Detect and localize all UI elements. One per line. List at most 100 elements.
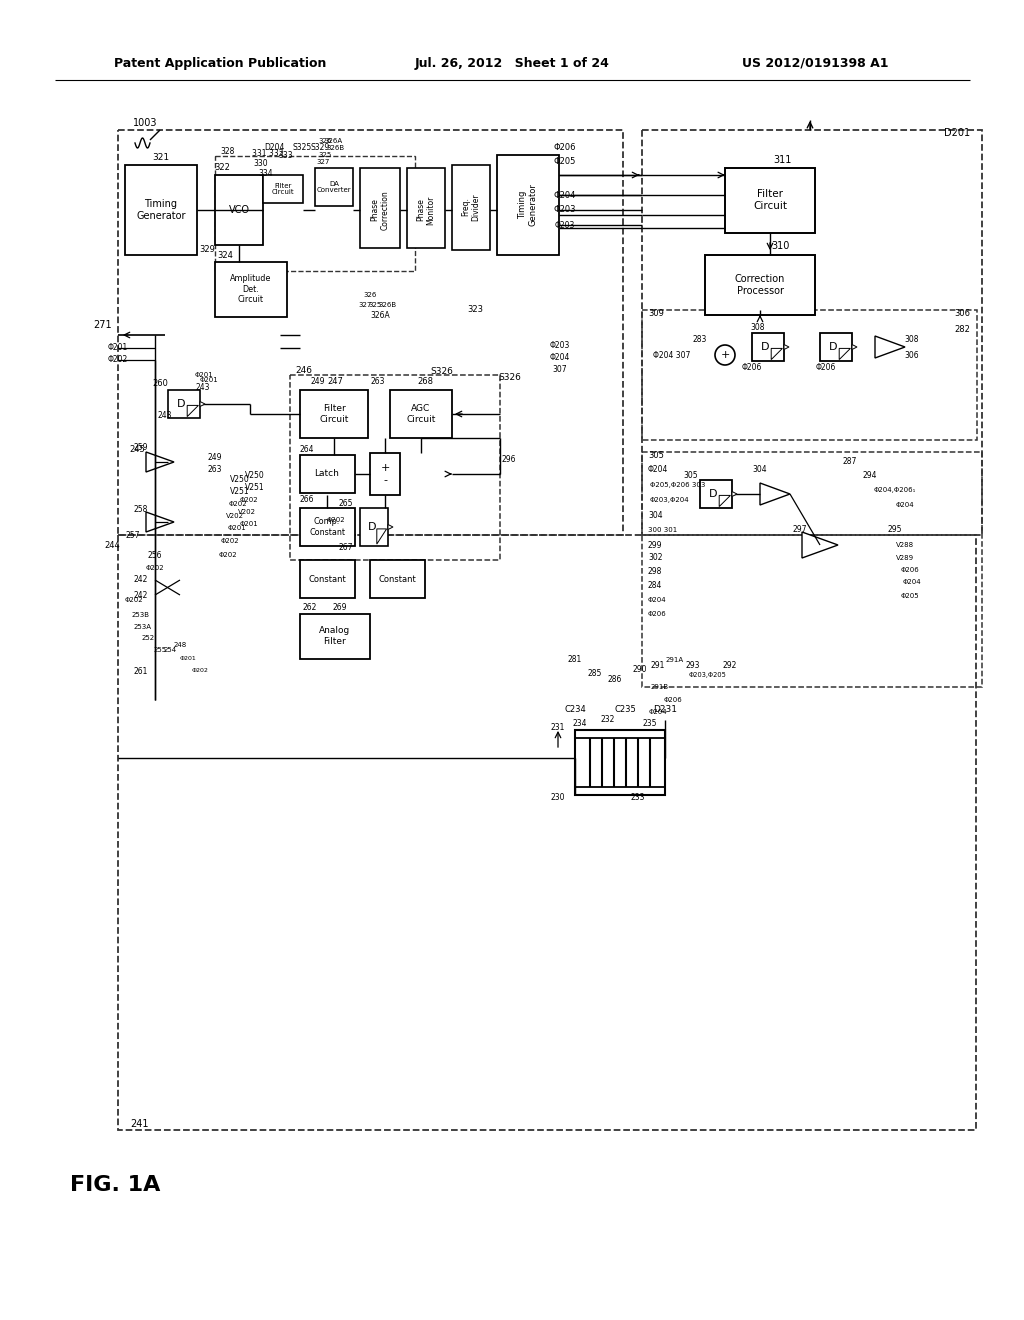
Text: D204: D204 — [264, 144, 285, 153]
Text: Φ204: Φ204 — [903, 579, 922, 585]
Bar — [752, 333, 784, 360]
Text: Correction
Processor: Correction Processor — [735, 275, 785, 296]
Text: VCO: VCO — [228, 205, 250, 215]
Bar — [300, 508, 355, 546]
Text: +
-: + - — [380, 463, 390, 484]
Text: Φ202: Φ202 — [240, 498, 259, 503]
Text: 308: 308 — [751, 323, 765, 333]
Text: V202: V202 — [238, 510, 256, 515]
Text: 265: 265 — [339, 499, 353, 507]
Text: Φ202: Φ202 — [124, 597, 143, 603]
Text: 323: 323 — [467, 305, 483, 314]
Text: 326B: 326B — [326, 145, 344, 150]
Bar — [118, 129, 623, 535]
Bar — [360, 508, 388, 546]
Text: Φ203,Φ204: Φ203,Φ204 — [650, 498, 689, 503]
Text: Φ201: Φ201 — [227, 525, 247, 531]
Text: 246: 246 — [295, 366, 312, 375]
Text: 327: 327 — [316, 158, 330, 165]
Text: Φ202: Φ202 — [145, 565, 164, 572]
Polygon shape — [874, 337, 905, 358]
Text: 291: 291 — [651, 661, 666, 671]
Text: DA
Converter: DA Converter — [316, 181, 351, 194]
Polygon shape — [146, 451, 174, 473]
Text: Φ202: Φ202 — [219, 552, 238, 558]
Text: 1003: 1003 — [133, 117, 158, 128]
Text: D: D — [177, 399, 185, 409]
Circle shape — [715, 345, 735, 366]
Text: 283: 283 — [693, 335, 708, 345]
Text: 244: 244 — [104, 540, 120, 549]
Text: 267: 267 — [339, 544, 353, 553]
Bar — [820, 333, 852, 360]
Bar — [263, 176, 303, 203]
Text: V289: V289 — [896, 554, 914, 561]
Text: Φ206: Φ206 — [554, 144, 577, 153]
Text: 329: 329 — [199, 246, 215, 255]
Text: 291A: 291A — [666, 657, 684, 663]
Text: 235: 235 — [643, 719, 657, 729]
Text: 284: 284 — [648, 582, 663, 590]
Bar — [705, 255, 815, 315]
Bar — [725, 168, 815, 234]
Text: 297: 297 — [793, 525, 807, 535]
Text: Comp.
Constant: Comp. Constant — [309, 517, 345, 537]
Text: Φ202: Φ202 — [191, 668, 209, 672]
Text: FIG. 1A: FIG. 1A — [70, 1175, 161, 1195]
Text: Φ206: Φ206 — [741, 363, 762, 372]
Text: 281: 281 — [568, 656, 582, 664]
Bar — [497, 154, 559, 255]
Text: Φ206: Φ206 — [664, 697, 682, 704]
Text: US 2012/0191398 A1: US 2012/0191398 A1 — [741, 57, 888, 70]
Text: 304: 304 — [753, 466, 767, 474]
Text: 247: 247 — [327, 378, 343, 387]
Text: 242: 242 — [133, 576, 148, 585]
Text: Amplitude
Det.
Circuit: Amplitude Det. Circuit — [230, 275, 271, 304]
Text: Φ204 307: Φ204 307 — [652, 351, 690, 359]
Text: 325: 325 — [369, 302, 382, 308]
Polygon shape — [784, 345, 790, 350]
Text: 263: 263 — [371, 378, 385, 387]
Text: Φ203,Φ205: Φ203,Φ205 — [689, 672, 727, 678]
Bar — [642, 310, 977, 440]
Text: 326: 326 — [318, 139, 332, 144]
Text: Φ202: Φ202 — [327, 517, 345, 523]
Text: Phase
Correction: Phase Correction — [371, 190, 390, 230]
Text: 292: 292 — [723, 661, 737, 671]
Text: 231: 231 — [551, 723, 565, 733]
Text: 282: 282 — [954, 326, 970, 334]
Text: S325: S325 — [293, 144, 311, 153]
Text: 322: 322 — [214, 162, 230, 172]
Text: 310: 310 — [771, 242, 790, 251]
Bar — [125, 165, 197, 255]
Bar — [390, 389, 452, 438]
Text: Φ204: Φ204 — [896, 502, 914, 508]
Text: V250: V250 — [230, 475, 250, 484]
Text: 245: 245 — [129, 446, 145, 454]
Text: 249: 249 — [208, 453, 222, 462]
Text: 305: 305 — [648, 450, 664, 459]
Text: D: D — [761, 342, 770, 352]
Text: Filter
Circuit: Filter Circuit — [271, 182, 294, 195]
Bar — [370, 453, 400, 495]
Text: Φ206: Φ206 — [901, 568, 920, 573]
Text: 291B: 291B — [651, 684, 669, 690]
Text: Jul. 26, 2012  Sheet 1 of 24: Jul. 26, 2012 Sheet 1 of 24 — [415, 57, 609, 70]
Text: Timing
Generator: Timing Generator — [518, 183, 538, 227]
Bar — [118, 535, 976, 1130]
Text: 309: 309 — [648, 309, 664, 318]
Text: Φ202: Φ202 — [228, 502, 248, 507]
Text: D: D — [368, 521, 376, 532]
Text: 305: 305 — [683, 470, 698, 479]
Text: Timing
Generator: Timing Generator — [136, 199, 185, 220]
Text: Φ203: Φ203 — [555, 220, 575, 230]
Text: 260: 260 — [153, 379, 168, 388]
Text: 242: 242 — [133, 590, 148, 599]
Bar — [215, 156, 415, 271]
Text: D201: D201 — [944, 128, 970, 139]
Text: Φ204,Φ206₁: Φ204,Φ206₁ — [873, 487, 916, 492]
Text: 254: 254 — [164, 647, 176, 653]
Text: 321: 321 — [153, 153, 170, 162]
Text: Analog
Filter: Analog Filter — [319, 626, 350, 645]
Text: Patent Application Publication: Patent Application Publication — [114, 57, 327, 70]
